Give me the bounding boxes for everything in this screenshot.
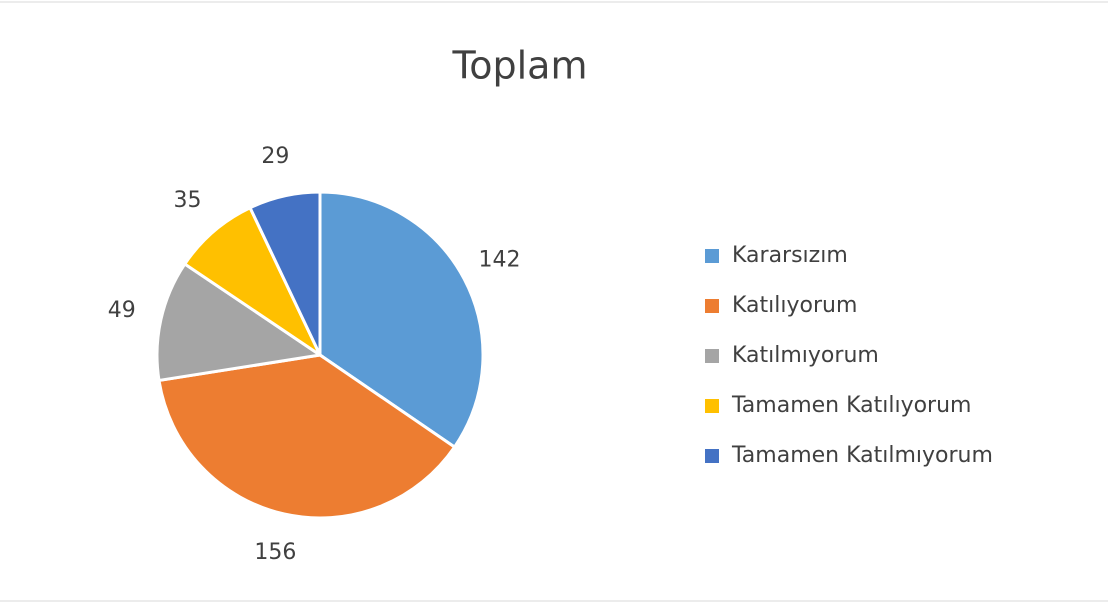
legend-label: Tamamen Katılmıyorum xyxy=(731,443,993,468)
chart-title: Toplam xyxy=(452,44,588,88)
data-label: 49 xyxy=(108,298,136,323)
legend-swatch xyxy=(705,449,719,463)
data-label: 35 xyxy=(174,188,202,213)
legend-label: Katılmıyorum xyxy=(732,343,879,368)
legend-swatch xyxy=(705,249,719,263)
data-label: 156 xyxy=(254,540,296,565)
data-label: 142 xyxy=(479,247,521,272)
pie-slice xyxy=(155,261,325,383)
pie-slice xyxy=(318,190,485,450)
pie-slice xyxy=(157,353,457,520)
legend-swatch xyxy=(705,349,719,363)
legend-swatch xyxy=(705,399,719,413)
legend-label: Katılıyorum xyxy=(732,293,857,318)
legend-swatch xyxy=(705,299,719,313)
pie-slice xyxy=(182,205,324,360)
legend-label: Kararsızım xyxy=(732,243,848,268)
data-label: 29 xyxy=(261,144,289,169)
pie-slice xyxy=(248,190,322,356)
legend-label: Tamamen Katılıyorum xyxy=(731,393,971,418)
